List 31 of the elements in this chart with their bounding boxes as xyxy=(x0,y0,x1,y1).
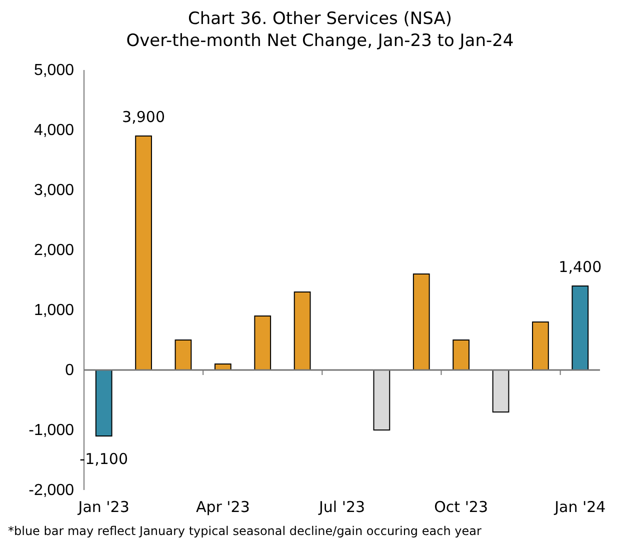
bar xyxy=(572,286,589,370)
bar xyxy=(452,340,470,370)
data-label: 1,400 xyxy=(558,258,602,276)
x-tick-label: Jul '23 xyxy=(318,498,366,516)
bar xyxy=(532,322,549,370)
bar xyxy=(214,364,232,370)
chart-title: Chart 36. Other Services (NSA) xyxy=(188,9,452,29)
y-tick-label: -1,000 xyxy=(28,422,74,440)
y-tick-label: 5,000 xyxy=(34,62,74,80)
data-label: 3,900 xyxy=(122,108,166,126)
data-label: -1,100 xyxy=(80,450,128,468)
y-tick-label: 3,000 xyxy=(34,182,74,200)
x-tick-label: Jan '24 xyxy=(554,498,606,516)
y-tick-label: 2,000 xyxy=(34,242,74,260)
chart-subtitle: Over-the-month Net Change, Jan-23 to Jan-24 xyxy=(126,31,514,51)
bar xyxy=(294,292,311,370)
bar xyxy=(254,316,272,370)
text: *blue bar may reflect January typical seasonal decline/gain occuring each year xyxy=(8,524,482,538)
y-tick-label: 1,000 xyxy=(34,302,74,320)
y-tick-label: 0 xyxy=(65,362,74,380)
bar xyxy=(492,370,510,412)
y-tick-label: 4,000 xyxy=(34,122,74,140)
y-tick-label: -2,000 xyxy=(28,482,74,500)
bar xyxy=(135,136,152,370)
x-tick-label: Oct '23 xyxy=(434,498,488,516)
x-tick-label: Jan '23 xyxy=(77,498,130,516)
bar xyxy=(412,274,430,370)
x-tick-label: Apr '23 xyxy=(196,498,250,516)
bar xyxy=(95,370,112,436)
bar xyxy=(174,340,192,370)
bar xyxy=(373,370,390,430)
